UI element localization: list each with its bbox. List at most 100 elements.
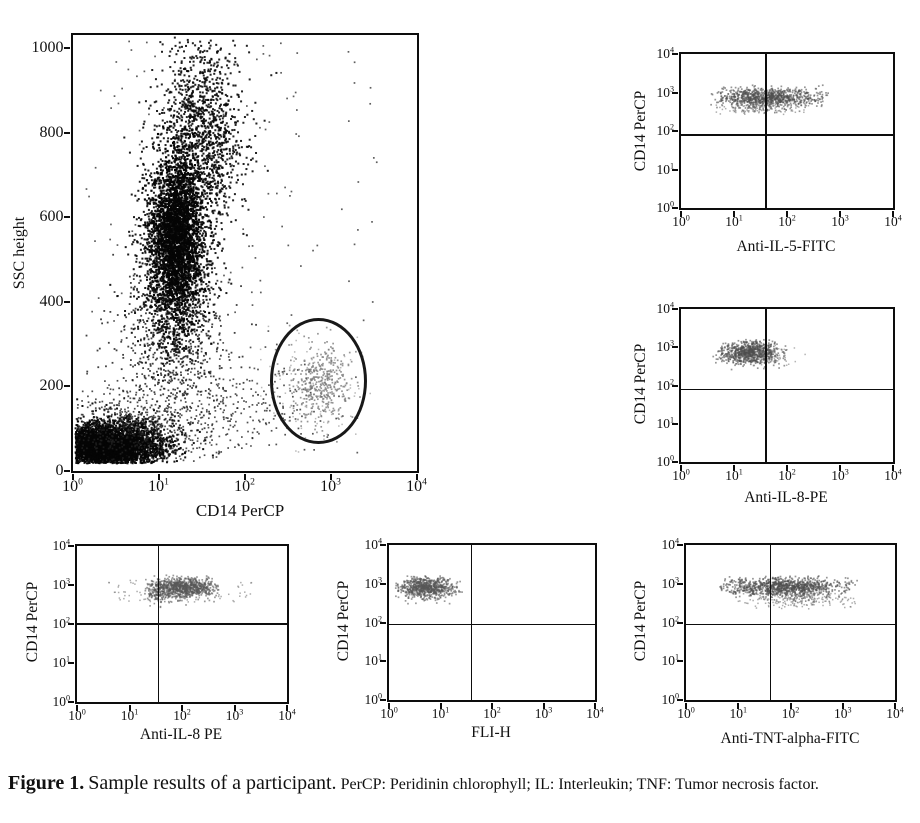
- plot-area: 100 101 102 103 104 100 101 102 103 104: [52, 538, 295, 723]
- figure-caption-text: Sample results of a participant.: [88, 772, 337, 794]
- y-axis-tick-label: 104: [656, 300, 674, 316]
- y-axis-tick-label: 101: [364, 652, 382, 669]
- y-axis-tick: [63, 216, 70, 219]
- x-axis-tick: [892, 465, 894, 471]
- x-axis-tick-label: 103: [833, 705, 852, 721]
- quadrant-line-vertical: [765, 309, 767, 462]
- y-axis-tick-label: 102: [656, 377, 674, 393]
- x-axis-tick: [733, 211, 735, 217]
- y-axis-tick-label: 103: [52, 576, 70, 592]
- y-axis-tick-label: 100: [52, 693, 70, 709]
- quadrant-line-horizontal: [681, 134, 893, 136]
- y-axis-label: CD14 PerCP: [632, 90, 649, 172]
- y-axis-tick-label: 103: [661, 575, 679, 591]
- y-axis-label: CD14 PerCP: [632, 343, 649, 425]
- y-axis-tick-label: 0: [55, 461, 64, 479]
- y-axis-tick: [672, 91, 678, 94]
- y-axis-label: CD14 PerCP: [24, 581, 41, 663]
- x-axis-tick: [680, 211, 682, 217]
- x-axis-tick-label: 100: [62, 476, 83, 495]
- x-axis-label: Anti-IL-8-PE: [744, 489, 828, 506]
- y-axis-tick: [677, 660, 683, 663]
- x-axis-tick: [841, 703, 844, 709]
- y-axis-tick: [380, 544, 386, 546]
- y-axis-tick-label: 102: [661, 614, 679, 630]
- scatter-points-canvas: [686, 545, 895, 700]
- x-axis-tick-label: 103: [320, 476, 341, 495]
- y-axis-tick-label: 103: [656, 338, 674, 355]
- scatter-points-canvas: [72, 34, 417, 471]
- x-axis-tick: [786, 465, 788, 471]
- x-axis-tick-label: 101: [148, 476, 169, 495]
- x-axis-tick: [839, 211, 841, 217]
- y-axis-tick-label: 101: [656, 161, 674, 177]
- x-axis-tick-label: 103: [225, 707, 244, 723]
- y-axis-tick: [63, 300, 70, 303]
- x-axis-tick-label: 100: [380, 705, 398, 721]
- x-axis-tick-label: 102: [781, 705, 800, 721]
- quadrant-line-horizontal: [686, 623, 895, 626]
- y-axis-label: CD14 PerCP: [335, 580, 352, 662]
- x-axis-tick-label: 104: [884, 213, 902, 229]
- x-axis-tick: [491, 703, 493, 709]
- y-axis-tick: [68, 545, 74, 547]
- y-axis-tick-label: 104: [661, 536, 679, 552]
- quadrant-line-horizontal: [77, 623, 287, 625]
- y-axis-tick: [68, 623, 74, 625]
- x-axis-tick: [894, 703, 896, 709]
- x-axis-tick-label: 102: [778, 213, 796, 229]
- x-axis-tick-label: 100: [68, 707, 86, 723]
- x-axis-tick: [685, 703, 687, 709]
- y-axis-tick-label: 100: [661, 691, 679, 707]
- x-axis-tick: [594, 703, 596, 709]
- y-axis-tick-label: 103: [364, 575, 382, 591]
- y-axis-tick: [677, 544, 683, 546]
- x-axis-tick: [542, 703, 545, 709]
- y-axis-tick-label: 102: [656, 122, 674, 138]
- x-axis-tick-label: 102: [778, 467, 796, 483]
- x-axis-tick: [892, 211, 894, 217]
- y-axis-tick-label: 102: [364, 614, 382, 630]
- x-axis-tick: [329, 473, 332, 480]
- scatter-points-canvas: [681, 309, 893, 462]
- x-axis-tick: [733, 465, 735, 471]
- x-axis-tick-label: 101: [120, 707, 139, 723]
- x-axis-tick: [789, 703, 792, 709]
- x-axis-tick-label: 104: [586, 705, 604, 721]
- x-axis-tick: [680, 465, 682, 471]
- x-axis-tick: [737, 703, 740, 709]
- y-axis-tick: [672, 422, 678, 425]
- y-axis-tick: [672, 346, 678, 349]
- x-axis-tick-label: 102: [234, 476, 255, 495]
- y-axis-tick-label: 101: [656, 415, 674, 431]
- y-axis-tick: [677, 699, 683, 701]
- y-axis-tick: [380, 621, 386, 624]
- monocyte-gate-ellipse: [269, 317, 368, 445]
- x-axis-tick: [128, 705, 131, 711]
- x-axis-label: Anti-IL-5-FITC: [736, 238, 836, 255]
- y-axis-tick: [63, 131, 70, 134]
- x-axis-tick-label: 103: [534, 705, 553, 721]
- y-axis-tick: [68, 584, 74, 586]
- y-axis-tick: [677, 621, 683, 624]
- y-axis-tick: [63, 47, 70, 50]
- x-axis-label: Anti-TNT-alpha-FITC: [720, 730, 860, 747]
- x-axis-tick: [71, 473, 74, 480]
- x-axis-tick: [157, 473, 160, 480]
- x-axis-tick: [233, 705, 236, 711]
- y-axis-tick: [380, 582, 386, 585]
- x-axis-tick-label: 101: [725, 467, 743, 483]
- quadrant-line-vertical: [769, 545, 772, 700]
- y-axis-tick-label: 104: [656, 45, 674, 61]
- plot-area: 100 101 102 103 104 0 200 400 600 800 1000: [32, 32, 427, 495]
- x-axis-tick-label: 101: [431, 705, 450, 721]
- y-axis-tick-label: 102: [52, 615, 70, 631]
- plot-area: 100 101 102 103 104 100 101 102 103 104: [656, 46, 901, 229]
- scatter-points-canvas: [681, 54, 893, 208]
- y-axis-tick-label: 104: [364, 536, 382, 552]
- y-axis-tick: [672, 308, 678, 310]
- x-axis-tick-label: 102: [173, 707, 191, 723]
- y-axis-tick-label: 101: [52, 654, 70, 670]
- y-axis-tick: [672, 461, 678, 463]
- y-axis-tick-label: 104: [52, 537, 70, 553]
